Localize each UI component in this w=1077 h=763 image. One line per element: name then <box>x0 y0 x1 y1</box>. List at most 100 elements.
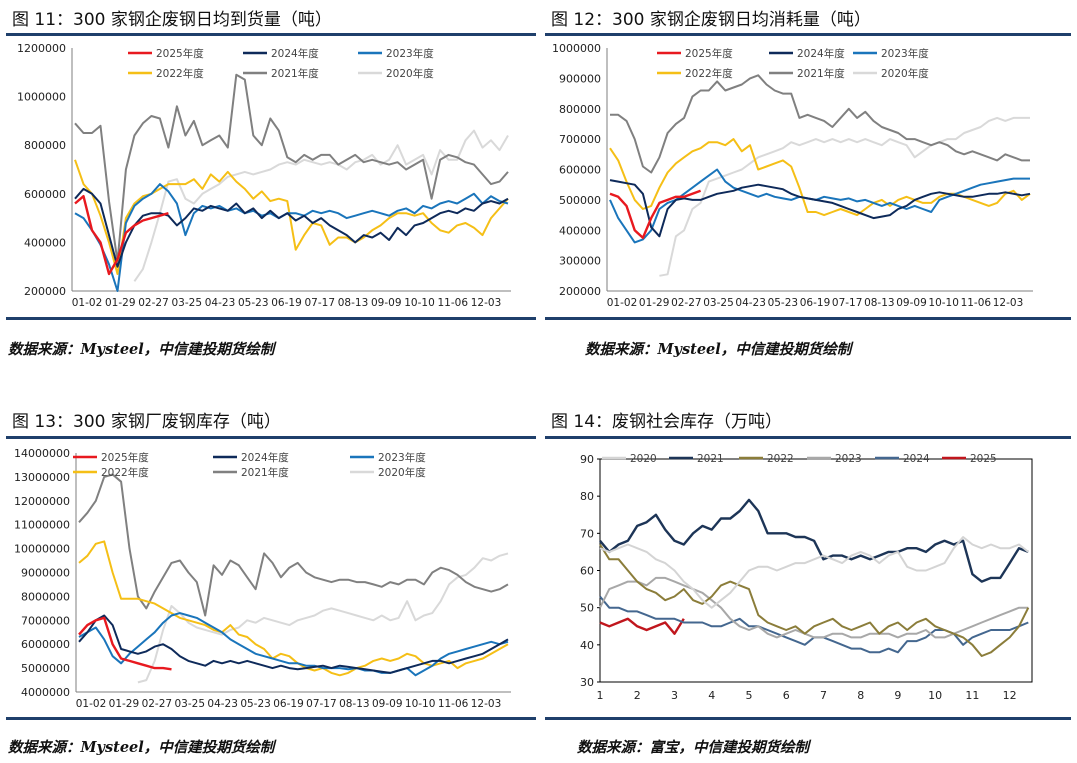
x-tick-label: 07-17 <box>832 297 863 309</box>
x-tick-label: 11-06 <box>438 698 469 710</box>
legend-label: 2021 <box>697 453 724 465</box>
figure-14: 图 14：废钢社会库存（万吨） 30 40 50 60 70 80 90 1 2 3 4 5 6 7 8 9 1… <box>545 403 1071 763</box>
legend-label: 2025年度 <box>685 47 733 60</box>
y-tick-label: 200000 <box>24 285 66 298</box>
y-tick-label: 50 <box>580 602 594 615</box>
y-tick-label: 1000000 <box>17 91 66 104</box>
x-tick-label: 1 <box>597 689 604 702</box>
x-tick-label: 03-25 <box>174 698 205 710</box>
y-tick-label: 90 <box>580 453 594 466</box>
y-tick-label: 6000000 <box>21 638 70 651</box>
source-note: 数据来源：Mysteel，中信建投期货绘制 <box>8 739 275 756</box>
legend-label: 2021年度 <box>241 466 289 479</box>
legend-label: 2020 <box>630 453 657 465</box>
x-tick-label: 09-09 <box>372 698 403 710</box>
y-tick-label: 1200000 <box>17 42 66 55</box>
legend-label: 2020年度 <box>378 466 426 479</box>
legend-label: 2024年度 <box>271 47 319 60</box>
source-note: 数据来源：Mysteel，中信建投期货绘制 <box>585 341 852 358</box>
x-tick-label: 9 <box>894 689 901 702</box>
x-tick-label: 3 <box>671 689 678 702</box>
x-tick-label: 04-23 <box>205 297 236 309</box>
y-tick-label: 400000 <box>24 236 66 249</box>
series-line-2023年度 <box>609 168 1030 244</box>
y-tick-label: 4000000 <box>21 686 70 699</box>
x-tick-label: 12-03 <box>993 297 1024 309</box>
y-tick-label: 7000000 <box>21 614 70 627</box>
y-tick-label: 9000000 <box>21 567 70 580</box>
series-line-2023 <box>599 576 1029 639</box>
x-tick-label: 03-25 <box>703 297 734 309</box>
y-tick-label: 80 <box>580 490 594 503</box>
series-line-2020年度 <box>133 129 509 282</box>
series-line-2025年度 <box>74 195 169 276</box>
y-tick-label: 600000 <box>24 188 66 201</box>
x-tick-label: 05-23 <box>240 698 271 710</box>
y-tick-label: 900000 <box>559 72 601 85</box>
consumption-chart: 200000 300000 400000 500000 600000 700000 8000… <box>552 42 1033 309</box>
legend-label: 2023年度 <box>881 47 929 60</box>
series-line-2024年度 <box>609 179 1031 238</box>
series-line-2025 <box>599 617 685 635</box>
x-tick-label: 02-27 <box>671 297 702 309</box>
x-tick-label: 08-13 <box>864 297 895 309</box>
series-line-2021 <box>599 498 1029 583</box>
y-tick-label: 30 <box>580 676 594 689</box>
legend-label: 2022年度 <box>685 67 733 80</box>
x-tick-label: 2 <box>634 689 641 702</box>
figure-title: 图 14：废钢社会库存（万吨） <box>551 412 783 432</box>
bottom-rule <box>6 317 536 320</box>
x-tick-label: 7 <box>820 689 827 702</box>
x-tick-label: 07-17 <box>306 698 337 710</box>
y-tick-label: 70 <box>580 527 594 540</box>
x-tick-label: 02-27 <box>138 297 169 309</box>
x-tick-label: 01-29 <box>639 297 670 309</box>
legend-label: 2024年度 <box>241 451 289 464</box>
legend-label: 2024年度 <box>797 47 845 60</box>
y-tick-label: 10000000 <box>14 543 70 556</box>
x-tick-label: 06-19 <box>271 297 302 309</box>
x-tick-label: 08-13 <box>339 698 370 710</box>
y-tick-label: 11000000 <box>14 519 70 532</box>
y-tick-label: 1000000 <box>552 42 601 55</box>
x-tick-label: 09-09 <box>896 297 927 309</box>
series-line-2021年度 <box>74 73 509 263</box>
y-tick-label: 700000 <box>559 133 601 146</box>
series-line-2025年度 <box>78 616 172 671</box>
series-line-2023年度 <box>74 183 509 292</box>
x-tick-label: 01-02 <box>607 297 638 309</box>
x-tick-label: 8 <box>857 689 864 702</box>
x-tick-label: 04-23 <box>207 698 238 710</box>
legend-label: 2025年度 <box>156 47 204 60</box>
series-line-2023年度 <box>78 612 509 677</box>
x-tick-label: 07-17 <box>304 297 335 309</box>
series-line-2024 <box>599 595 1029 654</box>
bottom-rule <box>545 317 1071 320</box>
x-tick-label: 05-23 <box>238 297 269 309</box>
series-line-2022 <box>599 543 1030 657</box>
x-tick-label: 6 <box>783 689 790 702</box>
top-rule <box>545 33 1071 36</box>
x-tick-label: 01-02 <box>76 698 107 710</box>
y-tick-label: 8000000 <box>21 590 70 603</box>
source-note: 数据来源：Mysteel，中信建投期货绘制 <box>8 341 275 358</box>
source-note: 数据来源：富宝，中信建投期货绘制 <box>577 739 809 756</box>
y-tick-label: 12000000 <box>14 495 70 508</box>
x-tick-label: 11-06 <box>437 297 468 309</box>
x-tick-label: 10-10 <box>404 297 435 309</box>
y-tick-label: 500000 <box>559 194 601 207</box>
x-tick-label: 12 <box>1003 689 1017 702</box>
x-tick-label: 10 <box>928 689 942 702</box>
series-line-2020年度 <box>137 552 509 684</box>
x-tick-label: 09-09 <box>371 297 402 309</box>
y-tick-label: 60 <box>580 565 594 578</box>
y-tick-label: 800000 <box>559 103 601 116</box>
x-tick-label: 03-25 <box>171 297 202 309</box>
legend-label: 2020年度 <box>386 67 434 80</box>
y-tick-label: 5000000 <box>21 662 70 675</box>
x-tick-label: 5 <box>745 689 752 702</box>
x-tick-label: 06-19 <box>800 297 831 309</box>
legend-label: 2025 <box>970 453 997 465</box>
legend-label: 2022年度 <box>156 67 204 80</box>
